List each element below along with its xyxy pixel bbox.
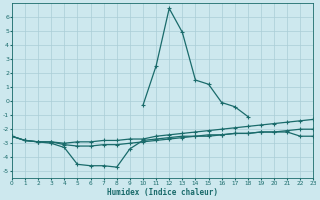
X-axis label: Humidex (Indice chaleur): Humidex (Indice chaleur) xyxy=(107,188,218,197)
